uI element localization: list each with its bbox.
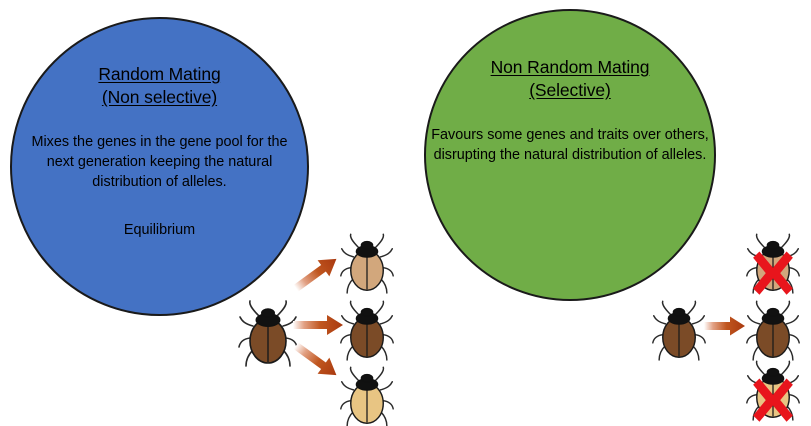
right-parent-beetle (651, 300, 707, 369)
random-mating-title: Random Mating (Non selective) (98, 63, 220, 109)
right-arrow-right (702, 313, 748, 344)
left-arrow-right (291, 310, 347, 345)
non-random-mating-title: Non Random Mating (Selective) (491, 56, 650, 102)
left-offspring-beetle-tan (339, 233, 395, 302)
left-offspring-beetle-brown (339, 300, 395, 369)
red-x-icon (753, 251, 793, 295)
red-x-icon (753, 378, 793, 422)
random-mating-circle: Random Mating (Non selective) Mixes the … (10, 17, 309, 316)
random-mating-body: Mixes the genes in the gene pool for the… (31, 134, 288, 190)
left-arrow-down-right (289, 338, 345, 389)
left-parent-beetle (237, 300, 299, 375)
non-random-mating-title-line-2: (Selective) (529, 80, 611, 101)
beetle-head (261, 308, 275, 318)
non-random-mating-circle: Non Random Mating (Selective) Favours so… (424, 9, 716, 301)
right-offspring-beetle-tan-rejected (745, 233, 801, 302)
left-arrow-up-right (289, 250, 345, 301)
non-random-mating-title-line-1: Non Random Mating (490, 57, 650, 77)
random-mating-title-line-2: (Non selective) (101, 87, 218, 108)
right-offspring-beetle-brown-selected (745, 300, 801, 369)
non-random-mating-body: Favours some genes and traits over other… (431, 127, 709, 163)
right-offspring-beetle-pale-rejected (745, 360, 801, 426)
random-mating-title-line-1: Random Mating (98, 64, 221, 84)
left-offspring-beetle-pale (339, 366, 395, 426)
random-mating-footer: Equilibrium (123, 222, 196, 239)
